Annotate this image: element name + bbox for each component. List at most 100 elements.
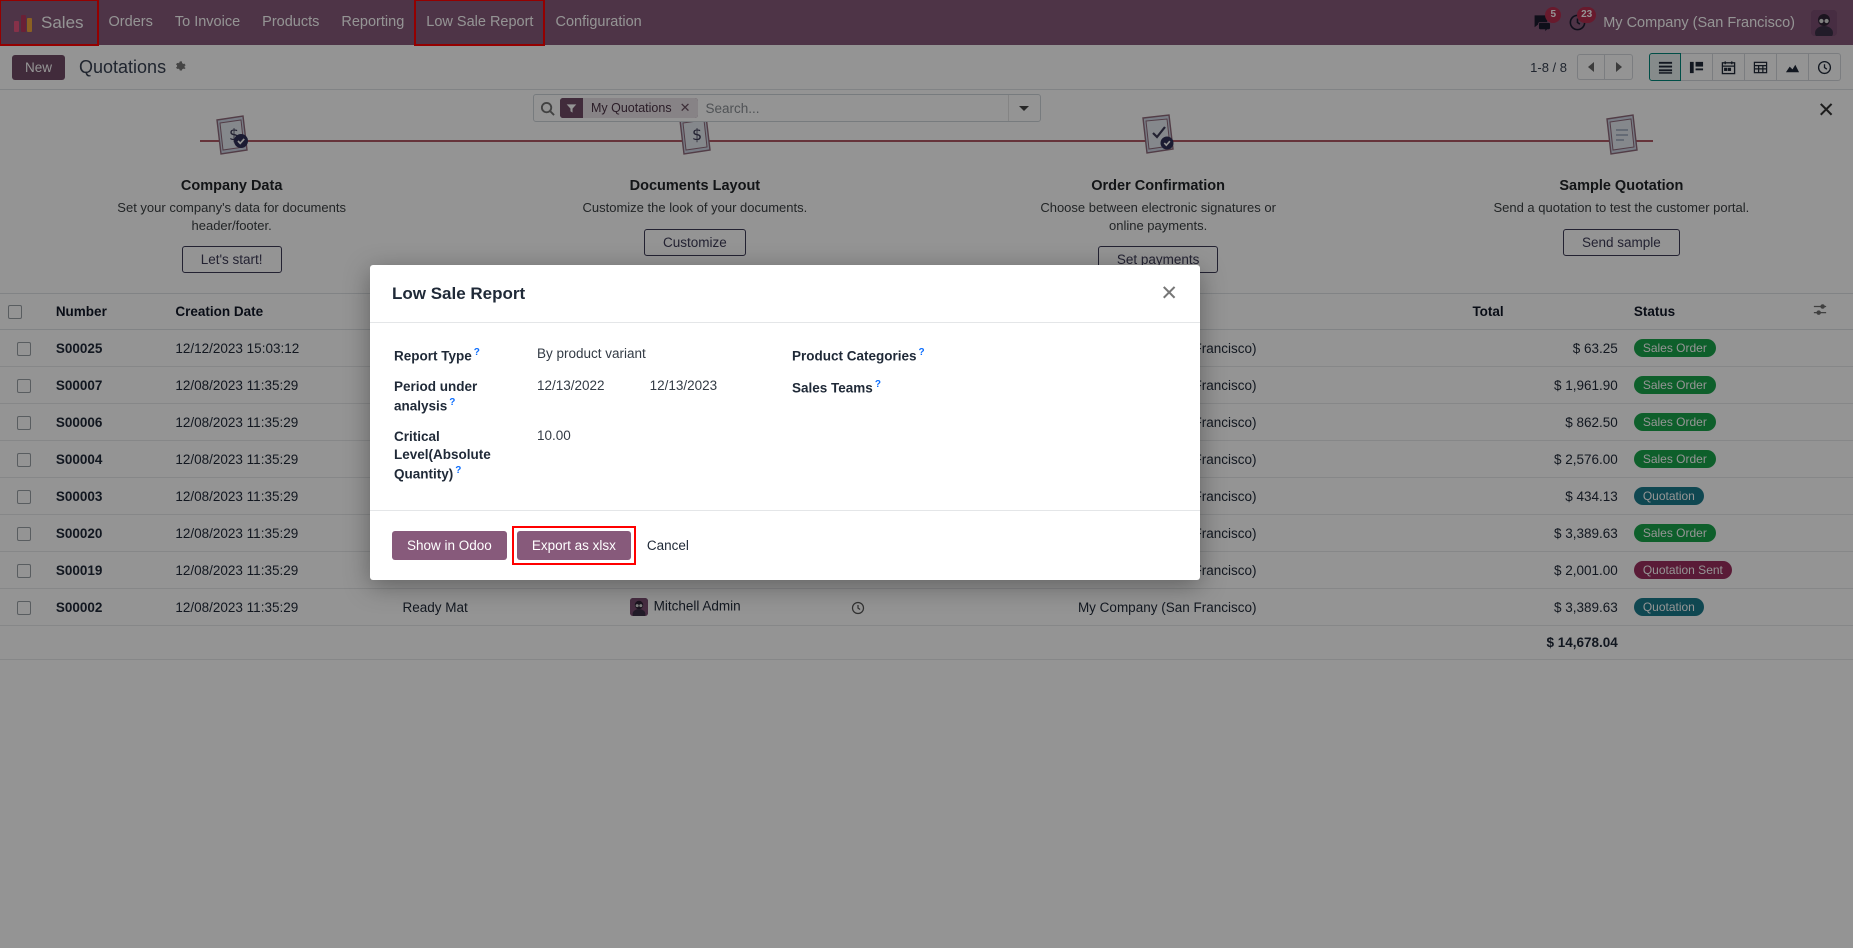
export-as-xlsx-button[interactable]: Export as xlsx <box>516 530 631 560</box>
dialog-title: Low Sale Report <box>392 283 526 303</box>
cell-number: S00006 <box>47 403 168 442</box>
status-badge: Quotation Sent <box>1633 561 1732 580</box>
company-data-icon: $ <box>203 104 261 166</box>
navbar-menu: Orders To Invoice Products Reporting Low… <box>98 0 653 46</box>
step-title: Order Confirmation <box>1091 178 1225 194</box>
gear-icon[interactable] <box>174 60 187 74</box>
clipboard-dollar-icon: $ <box>215 115 248 155</box>
nav-item-reporting[interactable]: Reporting <box>341 14 405 30</box>
cell-customer: Ready Mat <box>394 588 622 627</box>
row-checkbox[interactable] <box>16 378 31 393</box>
help-icon[interactable]: ? <box>455 465 462 477</box>
sales-app-icon <box>14 14 32 32</box>
nav-item-configuration[interactable]: Configuration <box>555 14 642 30</box>
view-switch-graph[interactable] <box>1777 53 1809 81</box>
search-facet-my-quotations[interactable]: My Quotations ✕ <box>560 98 698 118</box>
pager-buttons <box>1577 54 1633 80</box>
step-title: Sample Quotation <box>1559 178 1684 194</box>
help-icon[interactable]: ? <box>449 396 456 408</box>
cell-status: Quotation <box>1625 588 1806 627</box>
user-avatar[interactable] <box>1811 9 1837 36</box>
new-button[interactable]: New <box>12 54 66 80</box>
table-totals-row: $ 14,678.04 <box>0 625 1853 661</box>
optional-columns-toggle[interactable] <box>1805 294 1853 331</box>
row-select-cell <box>0 514 48 553</box>
activity-clock-icon[interactable] <box>851 601 865 615</box>
row-select-cell <box>0 477 48 516</box>
company-switcher[interactable]: My Company (San Francisco) <box>1603 14 1795 31</box>
cancel-button[interactable]: Cancel <box>635 531 701 560</box>
column-header-number[interactable]: Number <box>47 294 168 331</box>
column-header-total[interactable]: Total <box>1464 294 1626 331</box>
onboarding-button-lets-start[interactable]: Let's start! <box>181 246 282 274</box>
dialog-left-column: Report Type? By product variant Period u… <box>394 345 778 484</box>
order-confirmation-icon <box>1129 104 1187 166</box>
activities-menu[interactable]: 23 <box>1568 7 1597 32</box>
table-row[interactable]: S00002 12/08/2023 11:35:29 Ready Mat Mitche… <box>0 588 1853 627</box>
cell-number: S00025 <box>47 329 168 368</box>
facet-remove-icon[interactable]: ✕ <box>679 100 691 115</box>
graph-icon <box>1785 64 1800 72</box>
svg-text:$: $ <box>692 125 702 144</box>
view-switch-kanban[interactable] <box>1681 53 1713 81</box>
search-dropdown-toggle[interactable] <box>1008 95 1038 121</box>
help-icon[interactable]: ? <box>874 378 881 390</box>
facet-text: My Quotations <box>591 101 672 115</box>
messages-menu[interactable]: 5 <box>1533 7 1562 32</box>
nav-item-to-invoice[interactable]: To Invoice <box>174 14 241 30</box>
help-icon[interactable]: ? <box>473 347 480 358</box>
view-switch-list[interactable] <box>1649 53 1681 81</box>
onboarding-close-icon[interactable]: ✕ <box>1817 99 1835 122</box>
row-checkbox[interactable] <box>16 489 31 504</box>
row-checkbox[interactable] <box>16 452 31 467</box>
field-label-period: Period under analysis? <box>394 377 537 416</box>
select-all-checkbox[interactable] <box>8 305 22 320</box>
step-title: Company Data <box>180 178 283 194</box>
dialog-close-icon[interactable]: ✕ <box>1160 282 1178 305</box>
cell-total: $ 1,961.90 <box>1464 366 1626 405</box>
pager-value[interactable]: 1-8 / 8 <box>1530 59 1567 75</box>
cell-spacer <box>1805 477 1853 516</box>
step-title: Documents Layout <box>629 178 761 194</box>
cell-total: $ 63.25 <box>1464 329 1626 368</box>
row-checkbox[interactable] <box>16 600 31 615</box>
field-value-report-type[interactable]: By product variant <box>537 346 646 361</box>
help-icon[interactable]: ? <box>918 347 925 358</box>
cell-number: S00003 <box>47 477 168 516</box>
pager-next-button[interactable] <box>1605 54 1633 80</box>
show-in-odoo-button[interactable]: Show in Odoo <box>392 530 507 560</box>
nav-item-products[interactable]: Products <box>262 14 320 30</box>
cell-spacer <box>1805 403 1853 442</box>
cell-total: $ 2,001.00 <box>1464 551 1626 590</box>
cell-creation-date: 12/08/2023 11:35:29 <box>167 366 395 405</box>
nav-item-orders[interactable]: Orders <box>108 14 153 30</box>
row-checkbox[interactable] <box>16 415 31 430</box>
field-value-critical-level[interactable]: 10.00 <box>537 427 571 443</box>
search-input[interactable] <box>697 100 1008 116</box>
view-switch-activity[interactable] <box>1809 53 1841 81</box>
view-switch-pivot[interactable] <box>1745 53 1777 81</box>
grand-total: $ 14,678.04 <box>1464 625 1626 661</box>
nav-item-low-sale-report[interactable]: Low Sale Report <box>414 0 546 46</box>
cell-spacer <box>1805 440 1853 479</box>
search-view[interactable]: My Quotations ✕ <box>533 94 1041 122</box>
onboarding-button-customize[interactable]: Customize <box>643 228 746 256</box>
pager-previous-button[interactable] <box>1577 54 1605 80</box>
column-header-creation-date[interactable]: Creation Date <box>167 294 395 331</box>
clipboard-dollar-icon: $ <box>679 115 711 155</box>
cell-status: Quotation <box>1625 477 1806 516</box>
field-value-period-from[interactable]: 12/13/2022 <box>537 377 605 393</box>
app-brand-sales[interactable]: Sales <box>0 0 99 46</box>
dialog-body: Report Type? By product variant Period u… <box>370 323 1200 511</box>
onboarding-button-send-sample[interactable]: Send sample <box>1562 228 1680 256</box>
field-value-period-to[interactable]: 12/13/2023 <box>649 377 718 393</box>
view-switch-calendar[interactable] <box>1713 53 1745 81</box>
row-checkbox[interactable] <box>16 526 31 541</box>
row-select-cell <box>0 551 48 590</box>
cell-number: S00002 <box>47 588 168 627</box>
column-header-status[interactable]: Status <box>1625 294 1806 331</box>
label-text: Period under analysis <box>394 378 478 414</box>
row-select-cell <box>0 403 48 442</box>
row-checkbox[interactable] <box>16 341 31 356</box>
row-checkbox[interactable] <box>16 563 31 578</box>
